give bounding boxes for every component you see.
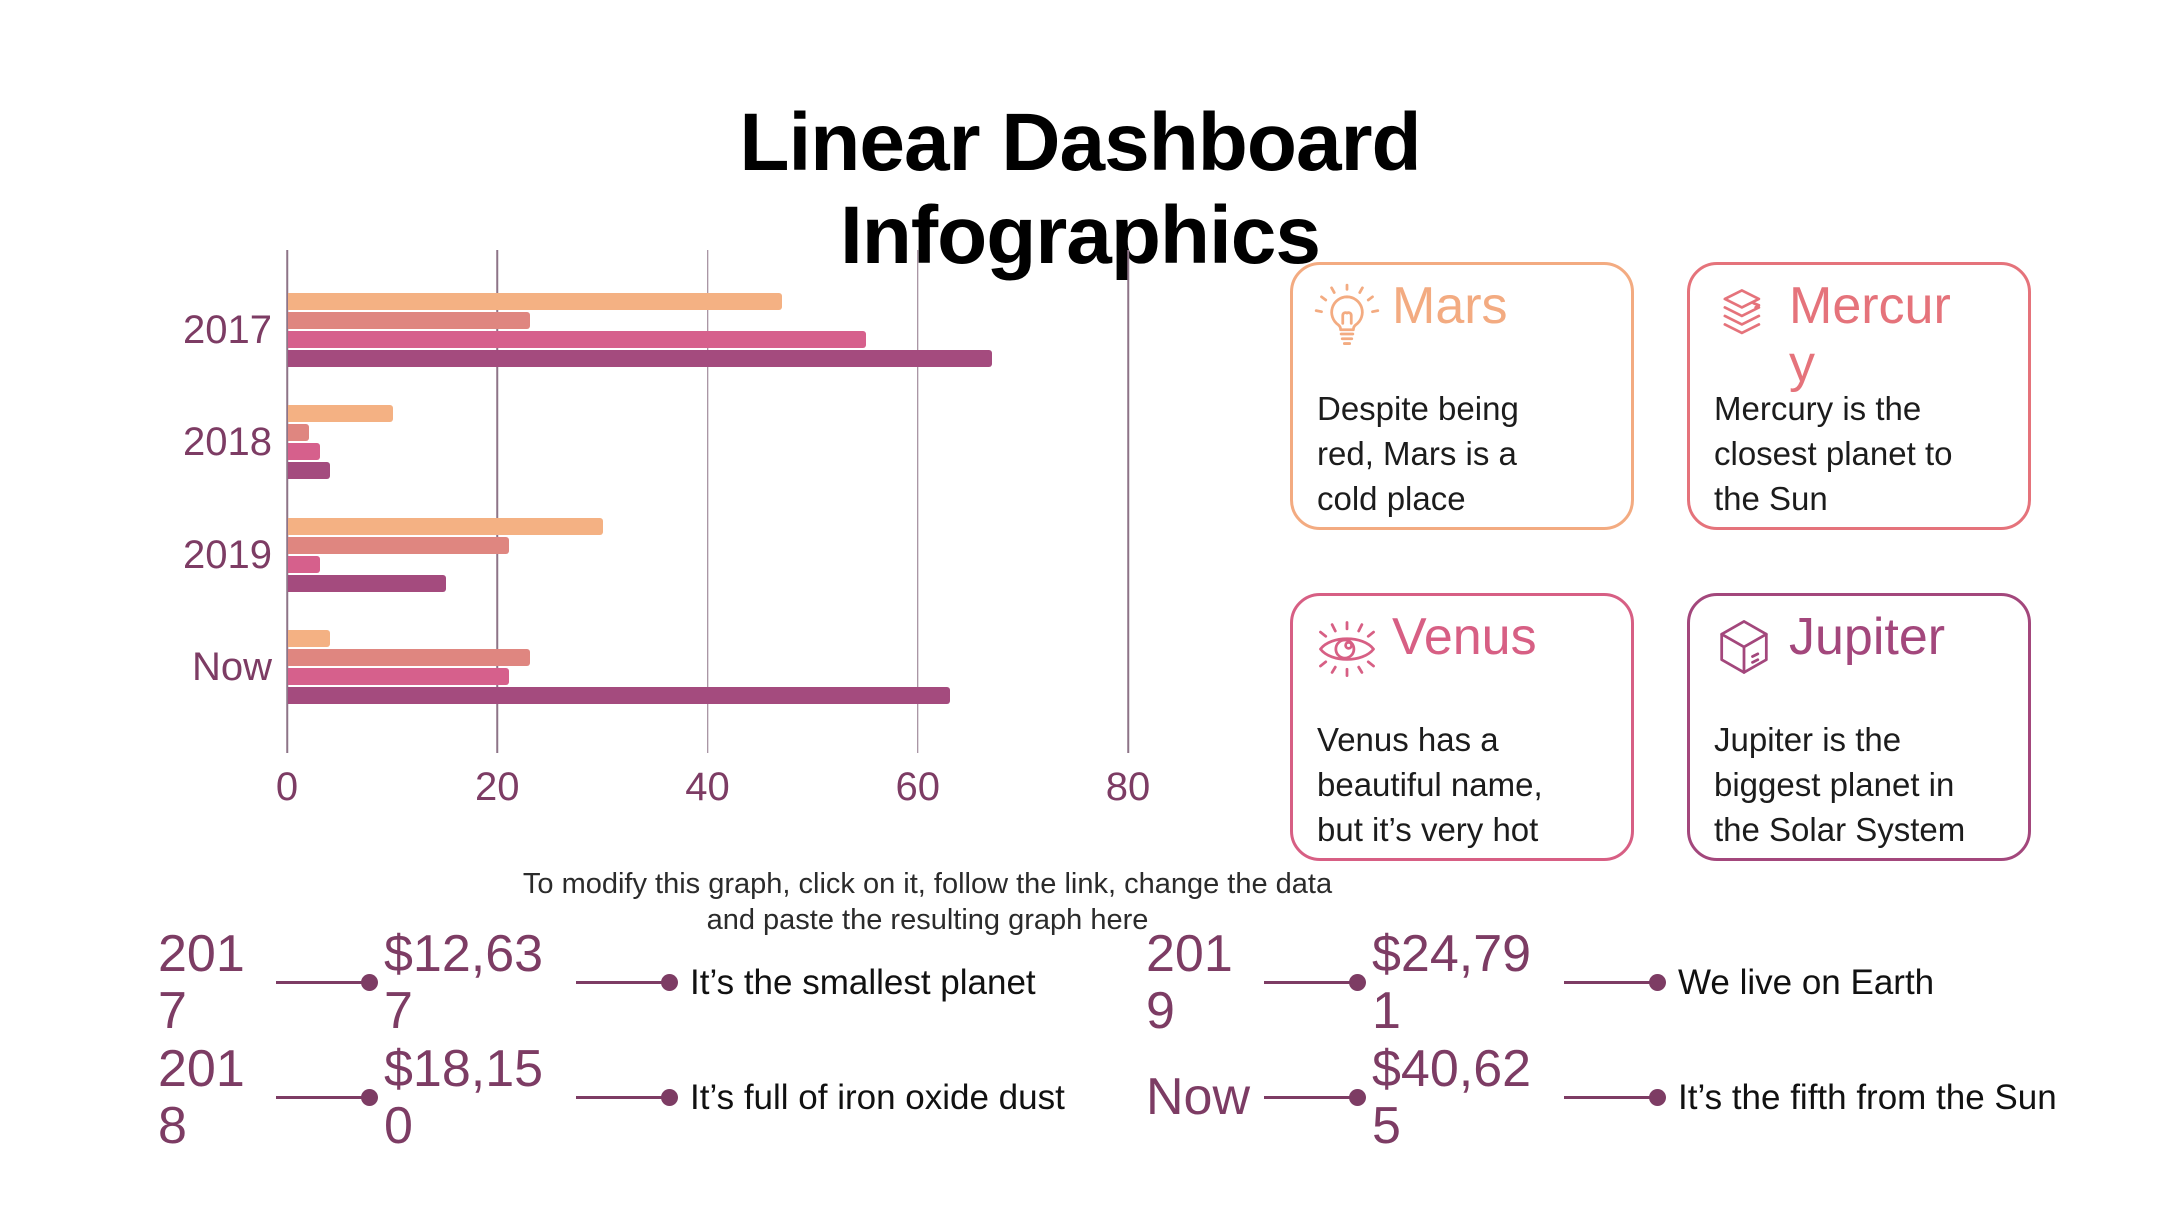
page-title-line2: Infographics <box>839 189 1321 281</box>
timeline-connector <box>1554 1089 1666 1106</box>
bar-2017-series-4 <box>288 350 993 367</box>
y-axis-label-now: Now <box>191 644 272 689</box>
card-venus-title: Venus <box>1392 608 1537 666</box>
timeline-amount: $12,637 <box>384 925 544 1040</box>
eye-icon <box>1313 614 1381 682</box>
bar-2017-series-2 <box>288 312 530 329</box>
gridline <box>496 250 498 753</box>
card-venus[interactable]: Venus Venus has a beautiful name, but it… <box>1290 593 1634 861</box>
bar-2019-series-3 <box>288 555 320 573</box>
bar-2017-series-3 <box>288 331 867 348</box>
bar-2018-series-4 <box>288 462 331 480</box>
bar-2018-series-3 <box>288 443 320 461</box>
bar-2019-series-1 <box>288 517 604 535</box>
bar-now-series-4 <box>288 686 951 704</box>
timeline-amount: $24,791 <box>1372 925 1532 1040</box>
timeline-right-column: 2019 $24,791 We live on Earth Now $40,62… <box>1146 925 2057 1155</box>
card-mars[interactable]: Mars Despite being red, Mars is a cold p… <box>1290 262 1634 530</box>
timeline-connector <box>1254 1089 1366 1106</box>
gridline <box>917 250 919 753</box>
dot-icon <box>361 974 378 991</box>
x-axis-tick-label: 40 <box>685 765 730 809</box>
x-axis-tick-label: 0 <box>275 765 299 809</box>
bar-now-series-2 <box>288 648 530 666</box>
gridline <box>706 250 709 753</box>
y-axis-label-2017: 2017 <box>183 308 272 352</box>
layers-icon <box>1710 283 1778 351</box>
x-axis-tick-label: 20 <box>475 765 520 809</box>
timeline-year: Now <box>1146 1068 1251 1127</box>
gridline <box>286 250 288 753</box>
bar-2019-series-2 <box>288 536 509 554</box>
dot-icon <box>1649 974 1666 991</box>
timeline-description: It’s the smallest planet <box>690 962 1036 1002</box>
gridline <box>1127 250 1129 753</box>
page-title-line1: Linear Dashboard <box>739 96 1421 188</box>
timeline-year: 2018 <box>158 1040 245 1155</box>
timeline-connector <box>566 1089 678 1106</box>
timeline-connector <box>1554 974 1666 991</box>
dot-icon <box>361 1089 378 1106</box>
timeline-amount: $18,150 <box>384 1040 544 1155</box>
y-axis-label-2019: 2019 <box>183 532 272 577</box>
timeline-row-2017: 2017 $12,637 It’s the smallest planet <box>158 925 1065 1040</box>
dot-icon <box>1349 974 1366 991</box>
bar-2018-series-1 <box>288 405 394 423</box>
card-mars-body: Despite being red, Mars is a cold place <box>1317 390 1519 517</box>
card-mercury[interactable]: Mercury Mercury is the closest planet to… <box>1687 262 2031 530</box>
bar-chart[interactable]: 0 20 40 60 80 2017 2018 2019 Now To modify this … <box>95 240 1332 936</box>
bar-now-series-3 <box>288 667 509 685</box>
bar-now-series-1 <box>288 629 331 647</box>
card-mercury-body: Mercury is the closest planet to the Sun <box>1714 390 1953 517</box>
timeline-connector <box>566 974 678 991</box>
card-venus-body: Venus has a beautiful name, but it’s ver… <box>1317 721 1543 848</box>
timeline-amount: $40,625 <box>1372 1040 1532 1155</box>
timeline-description: It’s full of iron oxide dust <box>690 1077 1065 1117</box>
dot-icon <box>661 1089 678 1106</box>
timeline-connector <box>266 974 378 991</box>
x-axis-tick-label: 80 <box>1105 765 1151 809</box>
bar-2018-series-2 <box>288 424 310 442</box>
card-jupiter-body: Jupiter is the biggest planet in the Sol… <box>1714 721 1966 848</box>
x-axis-tick-label: 60 <box>895 765 941 809</box>
y-axis-label-2018: 2018 <box>183 420 272 465</box>
timeline-row-2018: 2018 $18,150 It’s full of iron oxide dus… <box>158 1040 1065 1155</box>
bar-2019-series-4 <box>288 574 446 592</box>
bar-2017-series-1 <box>288 293 783 310</box>
bar-chart-plot: 0 20 40 60 80 2017 2018 2019 Now <box>183 250 1150 809</box>
dot-icon <box>661 974 678 991</box>
timeline-left-column: 2017 $12,637 It’s the smallest planet 20… <box>158 925 1065 1155</box>
card-jupiter[interactable]: Jupiter Jupiter is the biggest planet in… <box>1687 593 2031 861</box>
cube-icon <box>1710 614 1778 682</box>
timeline-description: It’s the fifth from the Sun <box>1678 1077 2057 1117</box>
timeline-connector <box>266 1089 378 1106</box>
card-jupiter-title: Jupiter <box>1789 608 1946 666</box>
dot-icon <box>1649 1089 1666 1106</box>
chart-caption: To modify this graph, click on it, follo… <box>522 868 1333 936</box>
timeline-row-2019: 2019 $24,791 We live on Earth <box>1146 925 2057 1040</box>
timeline-year: 2017 <box>158 925 245 1040</box>
timeline-year: 2019 <box>1146 925 1233 1040</box>
lightbulb-icon <box>1313 283 1381 351</box>
page-title: Linear Dashboard Infographics <box>0 97 2160 282</box>
card-mercury-title: Mercury <box>1789 277 1951 394</box>
card-mars-title: Mars <box>1392 277 1508 335</box>
timeline-description: We live on Earth <box>1678 962 1935 1002</box>
timeline-row-now: Now $40,625 It’s the fifth from the Sun <box>1146 1040 2057 1155</box>
dot-icon <box>1349 1089 1366 1106</box>
timeline-connector <box>1254 974 1366 991</box>
